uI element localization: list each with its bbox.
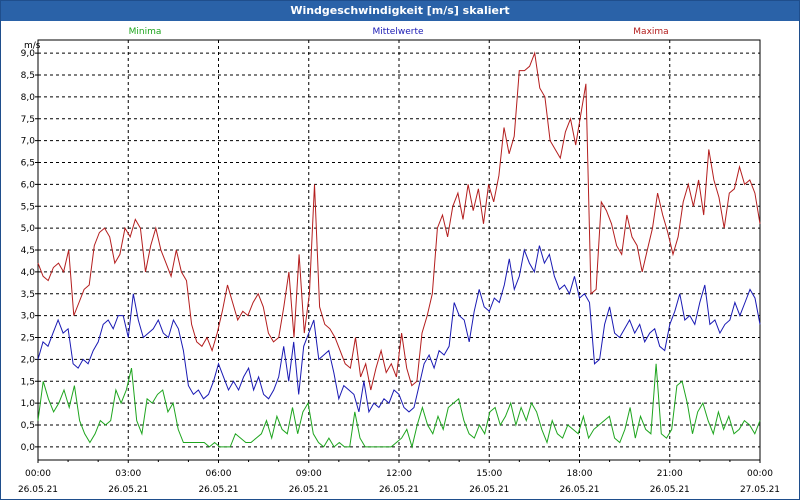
y-axis: m/s 0,0 0,5 1,0 1,5 2,0 2,5 3,0 3,5 4,0 4,5 5,0 5,5 6… [21,41,41,453]
y-tick-label: 8,0 [21,93,36,103]
series-line-mittelwerte [37,245,761,414]
x-tick-date-label: 26.05.21 [379,485,419,495]
y-tick-label: 8,5 [21,71,35,81]
legend-entry-maxima: Maxima [633,27,668,37]
y-tick-label: 1,0 [21,399,36,409]
x-tick-time-label: 15:00 [476,469,502,479]
chart-title: Windgeschwindigkeit [m/s] skaliert [290,4,510,17]
y-axis-unit-label: m/s [24,41,41,51]
y-tick-label: 3,5 [21,290,35,300]
x-tick-date-label: 26.05.21 [559,485,599,495]
x-tick-time-label: 03:00 [115,469,141,479]
y-tick-label: 4,0 [21,268,36,278]
x-tick-time-label: 21:00 [657,469,683,479]
y-tick-label: 0,0 [21,443,36,453]
x-tick-time-label: 18:00 [567,469,593,479]
series-group [37,51,761,449]
title-bar: Windgeschwindigkeit [m/s] skaliert [1,1,799,21]
y-tick-label: 7,5 [21,115,35,125]
y-tick-label: 5,0 [21,224,36,234]
legend-entry-mittelwerte: Mittelwerte [372,27,423,37]
y-tick-label: 2,0 [21,355,36,365]
y-tick-label: 2,5 [21,334,35,344]
legend-entry-minima: Minima [129,27,162,37]
y-tick-label: 3,0 [21,312,36,322]
y-tick-label: 9,0 [21,49,36,59]
x-tick-date-label: 26.05.21 [289,485,329,495]
y-tick-label: 0,5 [21,421,35,431]
y-tick-label: 1,5 [21,377,35,387]
y-tick-label: 7,0 [21,137,36,147]
x-tick-date-label: 26.05.21 [108,485,148,495]
y-tick-label: 4,5 [21,246,35,256]
legend: Minima Mittelwerte Maxima [129,27,669,37]
x-tick-time-label: 00:00 [747,469,773,479]
series-line-minima [37,363,761,449]
grid [38,40,760,460]
x-tick-time-label: 06:00 [206,469,232,479]
x-tick-date-label: 26.05.21 [650,485,690,495]
x-tick-date-label: 27.05.21 [740,485,780,495]
y-tick-label: 5,5 [21,202,35,212]
x-tick-time-label: 00:00 [25,469,51,479]
x-tick-date-label: 26.05.21 [18,485,58,495]
x-axis: 00:00 26.05.21 03:00 26.05.21 06:00 26.05.21 0… [18,460,780,495]
x-tick-date-label: 26.05.21 [198,485,238,495]
x-tick-date-label: 26.05.21 [469,485,509,495]
x-tick-time-label: 12:00 [386,469,412,479]
y-tick-label: 6,0 [21,180,36,190]
x-tick-time-label: 09:00 [296,469,322,479]
series-line-maxima [37,51,761,391]
y-tick-label: 6,5 [21,159,35,169]
